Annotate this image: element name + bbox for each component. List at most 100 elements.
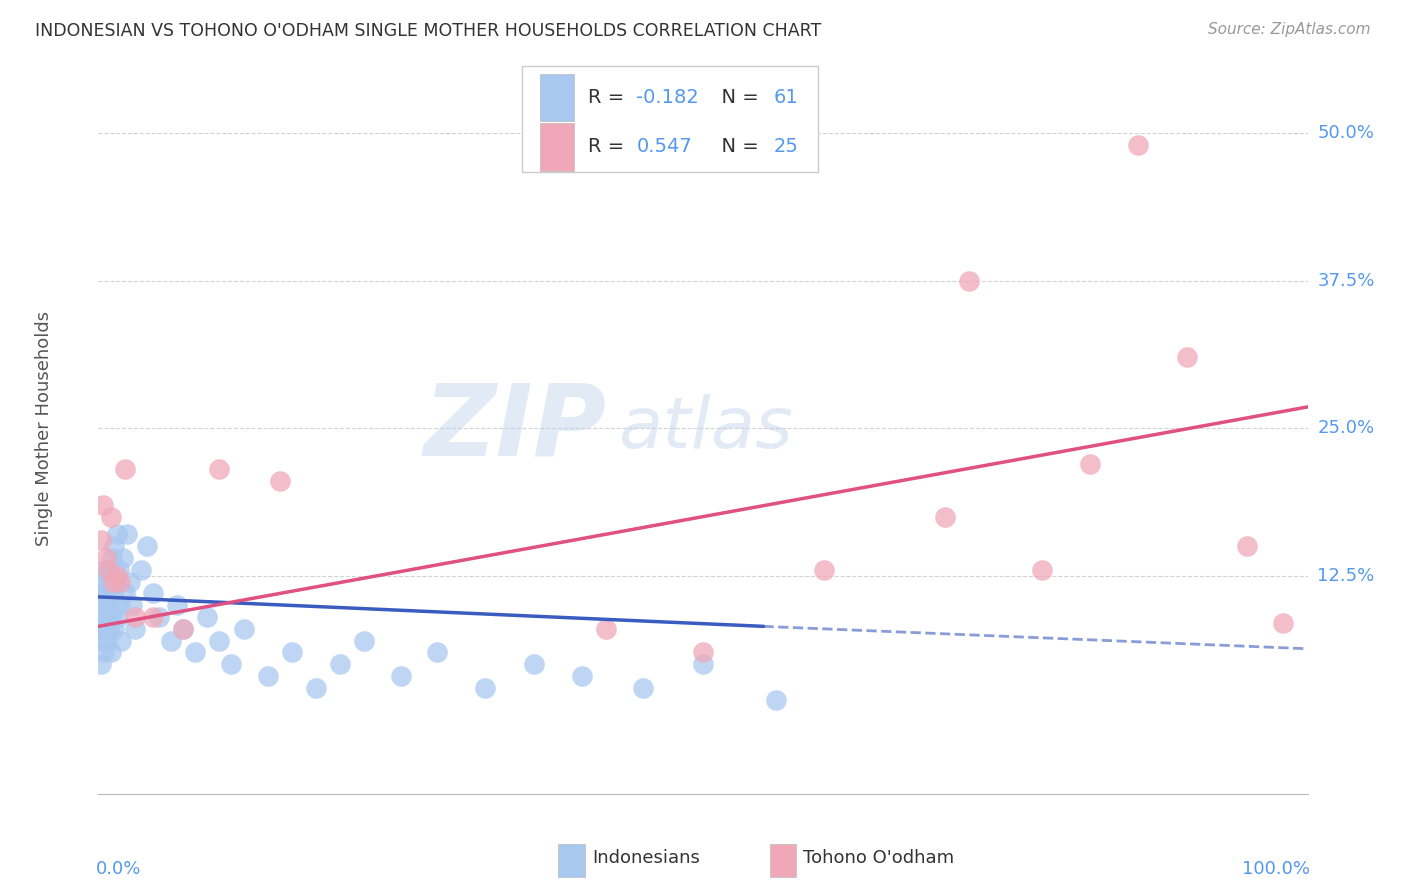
Point xyxy=(96,633,118,648)
Point xyxy=(94,550,117,565)
Bar xyxy=(540,74,574,121)
Point xyxy=(93,645,115,659)
Point xyxy=(101,574,124,589)
Text: atlas: atlas xyxy=(619,393,793,463)
Point xyxy=(94,598,117,612)
Point xyxy=(124,622,146,636)
Point xyxy=(166,598,188,612)
Point xyxy=(100,509,122,524)
Text: 25: 25 xyxy=(773,137,799,156)
Text: ZIP: ZIP xyxy=(423,380,606,476)
Text: Source: ZipAtlas.com: Source: ZipAtlas.com xyxy=(1208,22,1371,37)
Point xyxy=(97,563,120,577)
Point xyxy=(221,657,243,672)
Point xyxy=(97,574,120,589)
Bar xyxy=(540,123,574,170)
Point xyxy=(389,669,412,683)
Point xyxy=(108,563,131,577)
Text: R =: R = xyxy=(588,137,631,156)
Text: 100.0%: 100.0% xyxy=(1241,860,1310,878)
Point xyxy=(100,610,122,624)
Text: 0.547: 0.547 xyxy=(637,137,692,156)
Text: 12.5%: 12.5% xyxy=(1317,566,1375,584)
Point xyxy=(105,527,128,541)
Point xyxy=(108,574,131,589)
Text: Single Mother Households: Single Mother Households xyxy=(35,310,53,546)
Point xyxy=(114,462,136,476)
Point xyxy=(93,563,115,577)
Point xyxy=(957,274,980,288)
Point xyxy=(160,633,183,648)
Point xyxy=(305,681,328,695)
Point xyxy=(1272,615,1295,630)
Point xyxy=(91,498,114,512)
Point xyxy=(124,610,146,624)
Point xyxy=(100,645,122,659)
Point xyxy=(104,574,127,589)
Point xyxy=(121,598,143,612)
Point xyxy=(91,574,114,589)
Bar xyxy=(558,844,585,877)
Point xyxy=(117,527,139,541)
Point xyxy=(934,509,956,524)
Point xyxy=(101,586,124,600)
Point xyxy=(208,633,231,648)
Point xyxy=(98,622,121,636)
Point xyxy=(108,598,131,612)
Text: 0.0%: 0.0% xyxy=(96,860,142,878)
Text: N =: N = xyxy=(709,137,765,156)
Point xyxy=(692,657,714,672)
Bar xyxy=(769,844,796,877)
Point xyxy=(103,539,125,553)
Point xyxy=(692,645,714,659)
Point xyxy=(103,622,125,636)
FancyBboxPatch shape xyxy=(522,66,818,172)
Point xyxy=(142,610,165,624)
Point xyxy=(114,586,136,600)
Point xyxy=(107,610,129,624)
Point xyxy=(281,645,304,659)
Point xyxy=(91,633,114,648)
Point xyxy=(595,622,617,636)
Point xyxy=(765,692,787,706)
Point xyxy=(813,563,835,577)
Point xyxy=(1175,351,1198,365)
Point xyxy=(1078,457,1101,471)
Point xyxy=(172,622,194,636)
Point xyxy=(142,586,165,600)
Point xyxy=(195,610,218,624)
Point xyxy=(91,586,114,600)
Text: INDONESIAN VS TOHONO O'ODHAM SINGLE MOTHER HOUSEHOLDS CORRELATION CHART: INDONESIAN VS TOHONO O'ODHAM SINGLE MOTH… xyxy=(35,22,821,40)
Point xyxy=(208,462,231,476)
Point xyxy=(100,550,122,565)
Point xyxy=(148,610,170,624)
Text: N =: N = xyxy=(709,88,765,107)
Text: 25.0%: 25.0% xyxy=(1317,419,1375,437)
Point xyxy=(426,645,449,659)
Point xyxy=(90,598,112,612)
Point xyxy=(1128,138,1150,153)
Text: Tohono O'odham: Tohono O'odham xyxy=(803,849,955,867)
Text: 37.5%: 37.5% xyxy=(1317,272,1375,290)
Text: Indonesians: Indonesians xyxy=(592,849,700,867)
Point xyxy=(269,475,291,489)
Point xyxy=(111,550,134,565)
Point xyxy=(232,622,254,636)
Point xyxy=(184,645,207,659)
Text: 61: 61 xyxy=(773,88,797,107)
Point xyxy=(97,610,120,624)
Point xyxy=(353,633,375,648)
Point xyxy=(571,669,593,683)
Point xyxy=(1031,563,1053,577)
Text: -0.182: -0.182 xyxy=(637,88,699,107)
Point xyxy=(135,539,157,553)
Point xyxy=(329,657,352,672)
Point xyxy=(118,574,141,589)
Text: 50.0%: 50.0% xyxy=(1317,124,1374,142)
Text: R =: R = xyxy=(588,88,631,107)
Point xyxy=(100,598,122,612)
Point xyxy=(98,563,121,577)
Point xyxy=(631,681,654,695)
Point xyxy=(90,657,112,672)
Point xyxy=(96,586,118,600)
